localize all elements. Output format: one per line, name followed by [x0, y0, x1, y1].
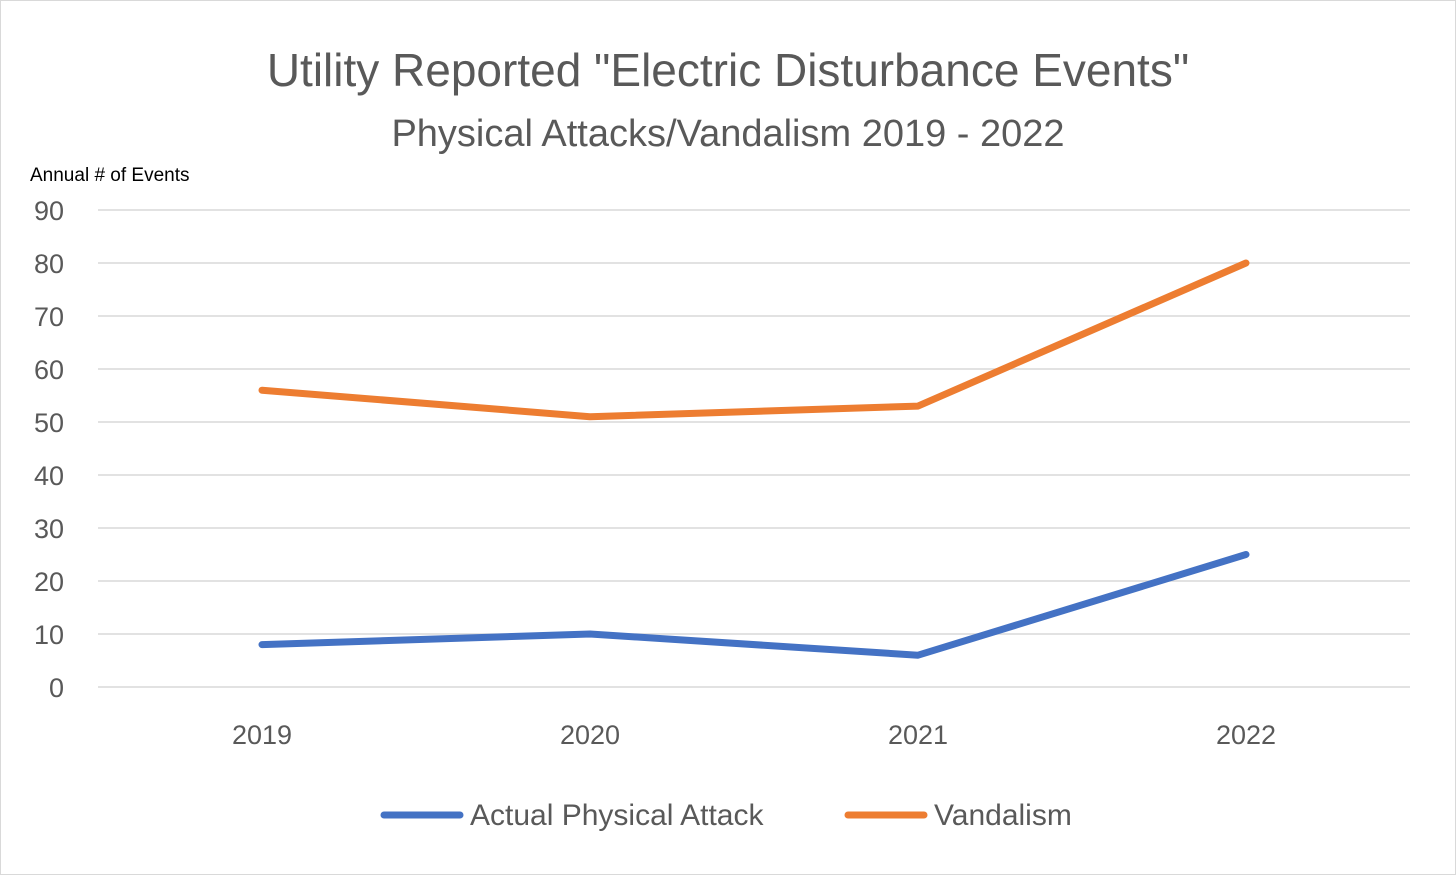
y-tick-label: 90: [34, 196, 64, 226]
y-tick-label: 0: [49, 673, 64, 703]
y-tick-label: 70: [34, 302, 64, 332]
legend-label-vandalism: Vandalism: [934, 799, 1072, 832]
chart-title: Utility Reported "Electric Disturbance E…: [267, 44, 1189, 96]
y-axis-ticks: 0 10 20 30 40 50 60 70 80 90: [34, 196, 64, 703]
y-tick-label: 10: [34, 620, 64, 650]
y-tick-label: 30: [34, 514, 64, 544]
y-tick-label: 50: [34, 408, 64, 438]
legend-label-actual-physical-attack: Actual Physical Attack: [470, 799, 764, 832]
y-tick-label: 40: [34, 461, 64, 491]
y-tick-label: 60: [34, 355, 64, 385]
y-tick-label: 20: [34, 567, 64, 597]
x-tick-label: 2019: [232, 720, 292, 750]
x-axis-ticks: 2019 2020 2021 2022: [232, 720, 1276, 750]
series-line-vandalism: [258, 259, 1250, 421]
x-tick-label: 2021: [888, 720, 948, 750]
legend: Actual Physical Attack Vandalism: [380, 799, 1072, 832]
gridlines: [98, 209, 1410, 688]
x-tick-label: 2022: [1216, 720, 1276, 750]
y-axis-label: Annual # of Events: [30, 165, 190, 186]
y-tick-label: 80: [34, 249, 64, 279]
series-lines: [258, 259, 1250, 659]
series-line-actual-physical-attack: [258, 551, 1250, 659]
x-tick-label: 2020: [560, 720, 620, 750]
chart-subtitle: Physical Attacks/Vandalism 2019 - 2022: [391, 113, 1064, 155]
